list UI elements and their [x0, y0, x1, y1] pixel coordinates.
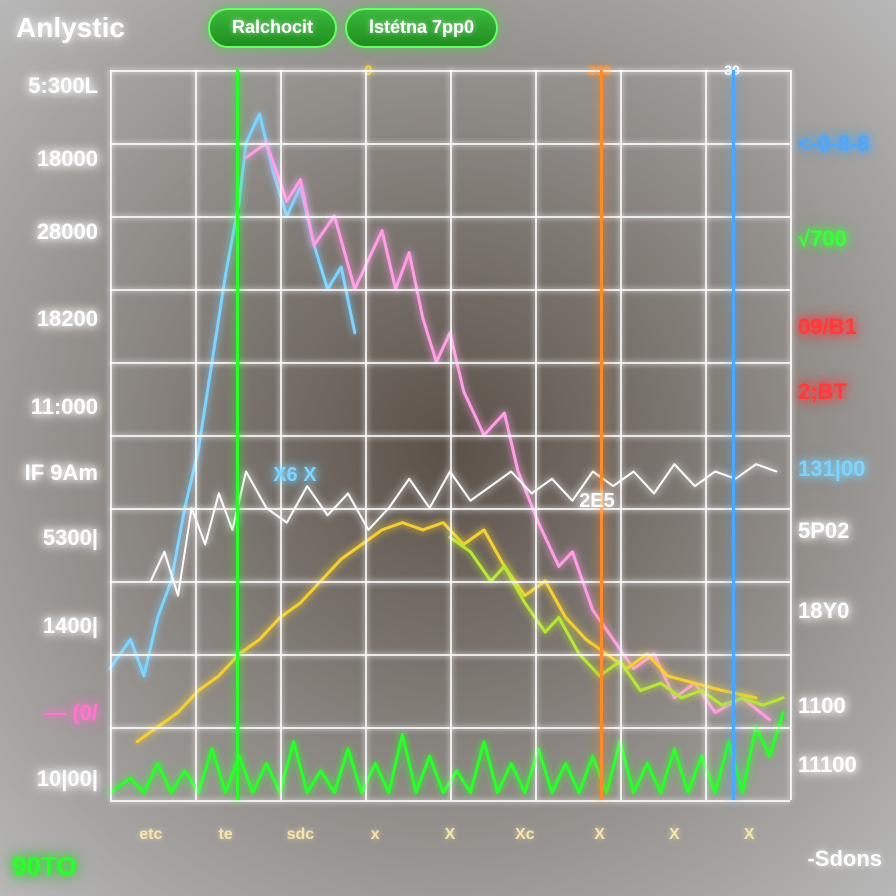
- y-tick-right: √700: [798, 226, 847, 252]
- x-tick: X: [669, 826, 680, 844]
- y-tick-left: 1400|: [43, 613, 98, 639]
- y-axis-left: 5:300L 18000 28000 18200 11:000 IF 9Am 5300| 14…: [4, 70, 104, 800]
- series-green-volume: [110, 712, 783, 792]
- series-blue-line: [110, 114, 355, 676]
- header-button-2[interactable]: lstétna 7pp0: [345, 8, 498, 48]
- y-tick-right: 5P02: [798, 518, 849, 544]
- grid-line-horizontal: [110, 216, 790, 218]
- grid-line-horizontal: [110, 70, 790, 72]
- x-tick: te: [218, 826, 232, 844]
- y-tick-right: 131|00: [798, 456, 865, 482]
- y-tick-right: 1100: [798, 693, 846, 719]
- y-tick-left: IF 9Am: [25, 460, 98, 486]
- grid-line-horizontal: [110, 435, 790, 437]
- y-tick-right: 11100: [798, 752, 857, 778]
- bottom-right-label: -Sdons: [807, 846, 882, 872]
- grid-line-horizontal: [110, 143, 790, 145]
- series-white-jagged: [151, 464, 777, 595]
- vertical-marker: [236, 70, 239, 800]
- x-tick: etc: [139, 826, 162, 844]
- x-tick: x: [371, 826, 380, 844]
- series-yellow-line: [137, 523, 756, 742]
- y-tick-left: 18200: [37, 306, 98, 332]
- grid-line-horizontal: [110, 508, 790, 510]
- chart-title: Anlystic: [16, 12, 125, 44]
- y-tick-left: 11:000: [31, 394, 98, 420]
- x-axis: etc te sdc x X Xc X X X: [110, 804, 790, 844]
- grid-line-horizontal: [110, 800, 790, 802]
- y-tick-right: <-0-8-8: [798, 131, 870, 157]
- grid-line-horizontal: [110, 727, 790, 729]
- inline-annotation: 2E5: [579, 490, 615, 513]
- x-tick: X: [594, 826, 605, 844]
- y-tick-left: 5:300L: [28, 73, 98, 99]
- vertical-marker: [600, 70, 603, 800]
- y-tick-right: 18Y0: [798, 598, 849, 624]
- inline-annotation: X6 X: [273, 464, 316, 487]
- grid-line-vertical: [790, 70, 792, 800]
- grid-line-horizontal: [110, 654, 790, 656]
- vertical-marker: [732, 70, 735, 800]
- y-tick-left: — (0/: [44, 700, 98, 726]
- y-tick-left: 28000: [37, 219, 98, 245]
- y-axis-right: <-0-8-8 √700 09/B1 2;BT 131|00 5P02 18Y0 1100 11…: [796, 70, 892, 800]
- x-tick: sdc: [287, 826, 315, 844]
- grid-line-horizontal: [110, 581, 790, 583]
- series-pink-line: [246, 143, 770, 720]
- grid-line-horizontal: [110, 289, 790, 291]
- y-tick-left: 5300|: [43, 525, 98, 551]
- chart-plot-area: X6 X 2E5: [110, 70, 790, 800]
- y-tick-left: 18000: [37, 146, 98, 172]
- grid-line-horizontal: [110, 362, 790, 364]
- header-button-1[interactable]: Ralchocit: [208, 8, 337, 48]
- y-tick-left: 10|00|: [37, 766, 98, 792]
- chart-container: Anlystic Ralchocit lstétna 7pp0 5:300L 18…: [0, 0, 896, 896]
- header-buttons: Ralchocit lstétna 7pp0: [208, 8, 498, 48]
- x-tick: X: [445, 826, 456, 844]
- y-tick-right: 2;BT: [798, 379, 847, 405]
- x-tick: X: [744, 826, 755, 844]
- bottom-left-badge: 90TO: [12, 851, 77, 882]
- y-tick-right: 09/B1: [798, 314, 857, 340]
- x-tick: Xc: [515, 826, 535, 844]
